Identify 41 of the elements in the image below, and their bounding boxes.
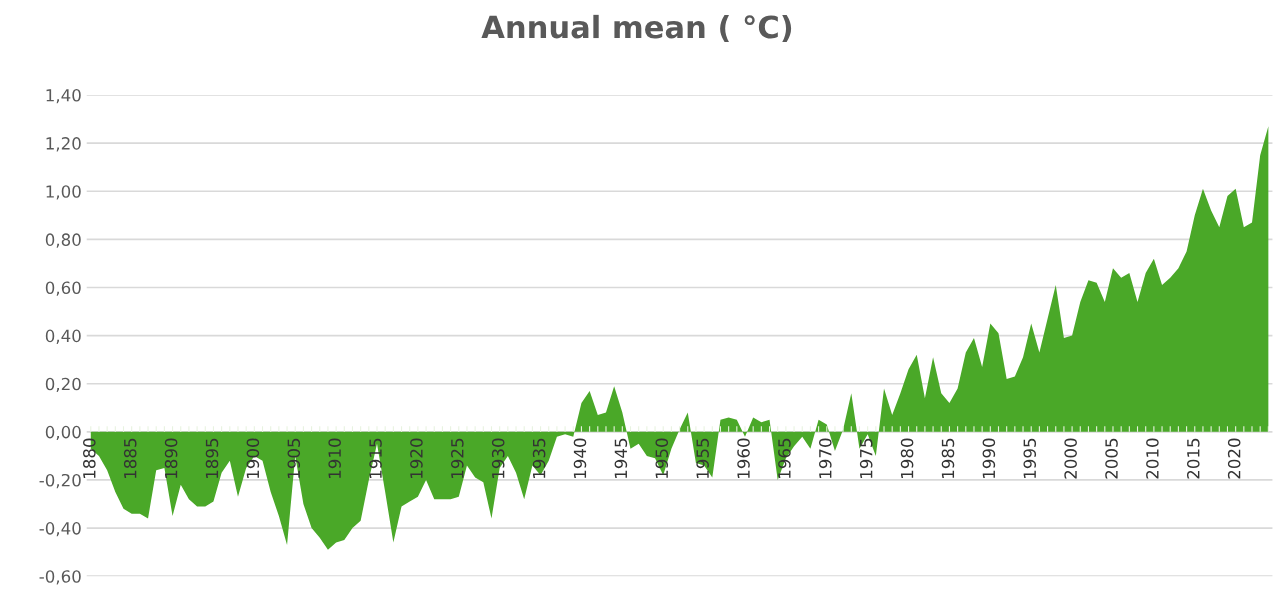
y-tick-label: 1,40 [46, 89, 81, 104]
y-tick-label: -0,40 [39, 522, 81, 537]
y-tick-label: 0,80 [45, 233, 81, 248]
x-tick-label: 2005 [1105, 438, 1118, 479]
x-tick-label: 1975 [859, 438, 873, 478]
x-tick-label: 1880 [83, 438, 96, 478]
x-tick-label: 1940 [573, 438, 587, 478]
x-tick-label: 1980 [900, 438, 914, 478]
y-tick-label: 1,00 [46, 185, 81, 200]
x-tick-label: 1955 [696, 438, 709, 478]
x-tick-label: 1920 [410, 438, 423, 478]
x-tick-label: 1895 [205, 438, 219, 478]
y-tick-label: 0,60 [45, 281, 81, 296]
y-tick-label: 0,20 [45, 377, 81, 392]
x-tick-label: 1925 [451, 438, 464, 478]
x-tick-label: 1970 [819, 438, 832, 478]
chart-title: Annual mean ( °C) [481, 14, 792, 43]
x-tick-label: 1945 [614, 438, 628, 478]
x-tick-label: 1935 [532, 438, 546, 478]
y-tick-label: 0,40 [45, 329, 81, 344]
x-tick-label: 1990 [982, 438, 996, 478]
x-tick-label: 1965 [778, 438, 791, 478]
x-tick-label: 1950 [655, 438, 669, 478]
x-tick-label: 1995 [1023, 438, 1037, 478]
x-tick-label: 1915 [369, 438, 382, 478]
y-tick-label: -0,20 [39, 473, 81, 489]
x-tick-label: 1905 [287, 438, 301, 478]
x-tick-label: 2015 [1186, 438, 1200, 479]
y-tick-label: -0,60 [39, 570, 81, 585]
x-tick-label: 2010 [1146, 438, 1159, 479]
y-tick-label: 1,20 [46, 137, 81, 152]
x-tick-label: 2020 [1227, 438, 1241, 479]
x-tick-label: 1930 [491, 438, 505, 478]
x-tick-label: 1885 [123, 438, 137, 478]
x-tick-label: 1890 [164, 438, 178, 478]
x-tick-label: 2000 [1064, 438, 1077, 479]
x-tick-label: 1960 [737, 438, 750, 478]
y-tick-label: 0,00 [45, 425, 81, 441]
x-tick-label: 1910 [328, 438, 341, 478]
x-tick-label: 1985 [941, 438, 955, 478]
x-tick-label: 1900 [246, 438, 260, 478]
